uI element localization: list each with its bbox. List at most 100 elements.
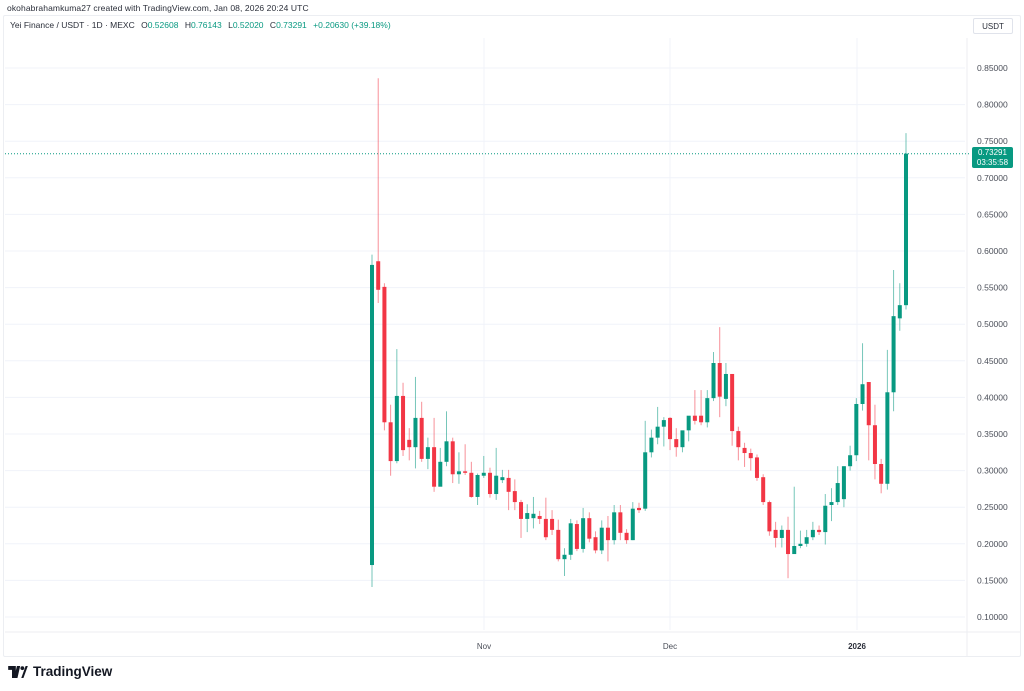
tradingview-brand[interactable]: TradingView: [8, 664, 112, 679]
candle-up[interactable]: [612, 512, 617, 541]
candle-down[interactable]: [587, 518, 592, 539]
candle-up[interactable]: [475, 474, 480, 497]
candle-up[interactable]: [562, 554, 567, 560]
candle-up[interactable]: [860, 384, 865, 404]
candle-down[interactable]: [754, 457, 759, 478]
candle-up[interactable]: [581, 518, 586, 549]
change-value: +0.20630 (+39.18%): [313, 20, 391, 30]
candle-up[interactable]: [494, 475, 499, 495]
candle-up[interactable]: [456, 471, 461, 475]
candle-down[interactable]: [817, 529, 822, 533]
candle-up[interactable]: [792, 545, 797, 555]
chart-pane[interactable]: [3, 15, 1021, 657]
candle-down[interactable]: [872, 425, 877, 465]
candle-up[interactable]: [841, 466, 846, 500]
candle-down[interactable]: [407, 439, 412, 448]
price-tick-label: 0.70000: [977, 173, 1008, 183]
candle-up[interactable]: [829, 502, 834, 506]
candle-down[interactable]: [388, 422, 393, 462]
candle-up[interactable]: [810, 529, 815, 538]
candle-down[interactable]: [469, 472, 474, 497]
candle-down[interactable]: [376, 261, 381, 290]
candle-up[interactable]: [835, 483, 840, 503]
candle-down[interactable]: [761, 477, 766, 503]
candle-up[interactable]: [686, 415, 691, 431]
candle-down[interactable]: [866, 382, 871, 426]
time-tick-label: Dec: [663, 642, 677, 651]
candle-down[interactable]: [432, 447, 437, 487]
candle-down[interactable]: [748, 453, 753, 459]
candle-down[interactable]: [543, 518, 548, 538]
candle-up[interactable]: [444, 441, 449, 462]
candle-down[interactable]: [593, 537, 598, 551]
candle-up[interactable]: [904, 153, 908, 306]
candle-down[interactable]: [506, 477, 511, 492]
candle-down[interactable]: [786, 529, 791, 555]
candle-down[interactable]: [674, 439, 679, 448]
candle-down[interactable]: [463, 471, 468, 473]
candle-up[interactable]: [481, 472, 486, 476]
candle-up[interactable]: [500, 477, 505, 481]
candle-down[interactable]: [401, 395, 406, 451]
candle-down[interactable]: [450, 441, 455, 475]
candle-down[interactable]: [736, 431, 741, 448]
candle-up[interactable]: [394, 395, 399, 462]
candle-up[interactable]: [413, 417, 418, 448]
candle-down[interactable]: [550, 518, 555, 530]
price-tick-label: 0.65000: [977, 209, 1008, 219]
candle-up[interactable]: [723, 373, 728, 399]
candle-down[interactable]: [556, 529, 561, 560]
candle-down[interactable]: [574, 524, 579, 549]
candle-down[interactable]: [730, 373, 735, 432]
candle-down[interactable]: [512, 491, 517, 503]
candle-down[interactable]: [692, 415, 697, 421]
candle-up[interactable]: [649, 437, 654, 453]
candle-up[interactable]: [891, 316, 896, 393]
candle-down[interactable]: [773, 529, 778, 538]
currency-unit-button[interactable]: USDT: [973, 18, 1013, 34]
candle-down[interactable]: [537, 515, 542, 519]
candle-up[interactable]: [370, 264, 374, 566]
candle-up[interactable]: [848, 455, 853, 467]
candle-down[interactable]: [605, 527, 610, 541]
candle-up[interactable]: [779, 529, 784, 538]
candle-down[interactable]: [519, 502, 524, 519]
last-price-value: 0.73291: [978, 148, 1007, 157]
candle-up[interactable]: [425, 447, 430, 459]
candle-down[interactable]: [668, 417, 673, 440]
candle-down[interactable]: [419, 417, 424, 459]
candle-up[interactable]: [804, 537, 809, 544]
price-tick-label: 0.60000: [977, 246, 1008, 256]
candle-up[interactable]: [680, 430, 685, 448]
candle-down[interactable]: [699, 415, 704, 423]
symbol-title[interactable]: Yei Finance / USDT · 1D · MEXC: [10, 20, 135, 30]
candle-up[interactable]: [711, 362, 716, 399]
candle-up[interactable]: [705, 398, 710, 423]
candle-up[interactable]: [823, 505, 828, 533]
candle-up[interactable]: [655, 426, 660, 438]
low-value: 0.52020: [232, 20, 264, 30]
price-tick-label: 0.40000: [977, 392, 1008, 402]
candle-up[interactable]: [438, 461, 443, 487]
candle-up[interactable]: [630, 508, 635, 541]
candle-down[interactable]: [879, 464, 884, 484]
candle-down[interactable]: [618, 512, 623, 533]
candle-up[interactable]: [643, 452, 648, 509]
candle-up[interactable]: [525, 513, 530, 519]
candle-down[interactable]: [382, 286, 387, 423]
candle-up[interactable]: [897, 305, 902, 319]
candle-down[interactable]: [624, 532, 629, 541]
candle-up[interactable]: [885, 392, 890, 484]
candle-up[interactable]: [798, 543, 803, 546]
candle-up[interactable]: [568, 523, 573, 555]
candle-up[interactable]: [531, 513, 536, 519]
candle-up[interactable]: [661, 420, 666, 427]
candle-up[interactable]: [854, 403, 859, 456]
candle-up[interactable]: [599, 527, 604, 551]
candle-down[interactable]: [637, 507, 641, 511]
candle-down[interactable]: [717, 362, 722, 397]
candle-down[interactable]: [742, 447, 747, 454]
candle-down[interactable]: [767, 502, 772, 532]
candle-down[interactable]: [487, 472, 492, 495]
